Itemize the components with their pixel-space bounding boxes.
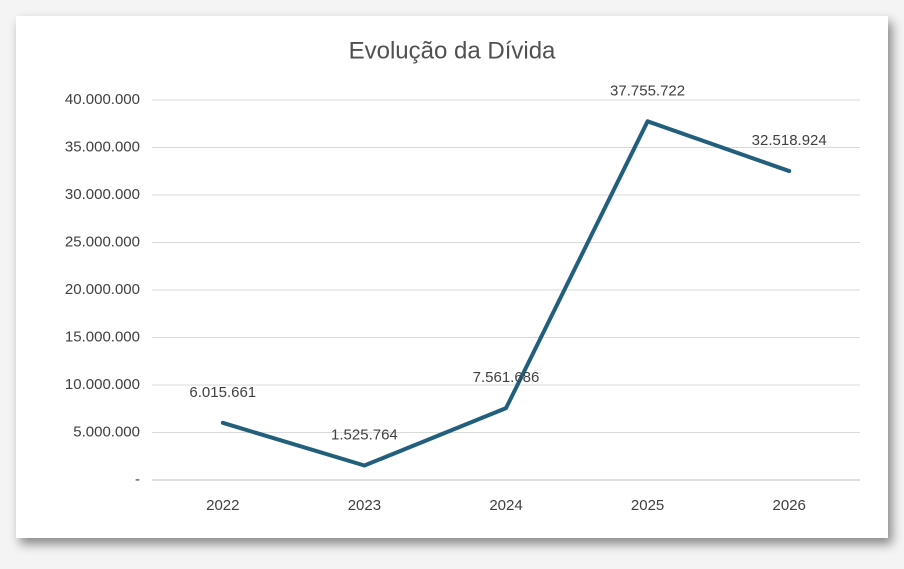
data-label: 1.525.764 [331,426,398,443]
line-series [220,119,792,468]
x-tick-label: 2025 [631,497,664,514]
y-tick-label: 5.000.000 [73,423,140,440]
data-label: 32.518.924 [752,132,827,149]
y-tick-label: 30.000.000 [65,186,140,203]
y-tick-label: 40.000.000 [65,91,140,108]
x-tick-label: 2022 [206,497,239,514]
chart-title: Evolução da Dívida [349,37,556,64]
y-tick-label: 10.000.000 [65,376,140,393]
y-tick-label: 35.000.000 [65,138,140,155]
y-tick-label: 15.000.000 [65,328,140,345]
data-label: 7.561.686 [473,369,540,386]
x-tick-label: 2023 [348,497,381,514]
y-tick-label: 25.000.000 [65,233,140,250]
y-tick-label: 20.000.000 [65,281,140,298]
data-label: 37.755.722 [610,82,685,99]
y-tick-label: - [135,471,140,488]
x-tick-label: 2026 [773,497,806,514]
data-label: 6.015.661 [189,384,256,401]
x-tick-label: 2024 [489,497,522,514]
chart-panel [16,16,888,538]
